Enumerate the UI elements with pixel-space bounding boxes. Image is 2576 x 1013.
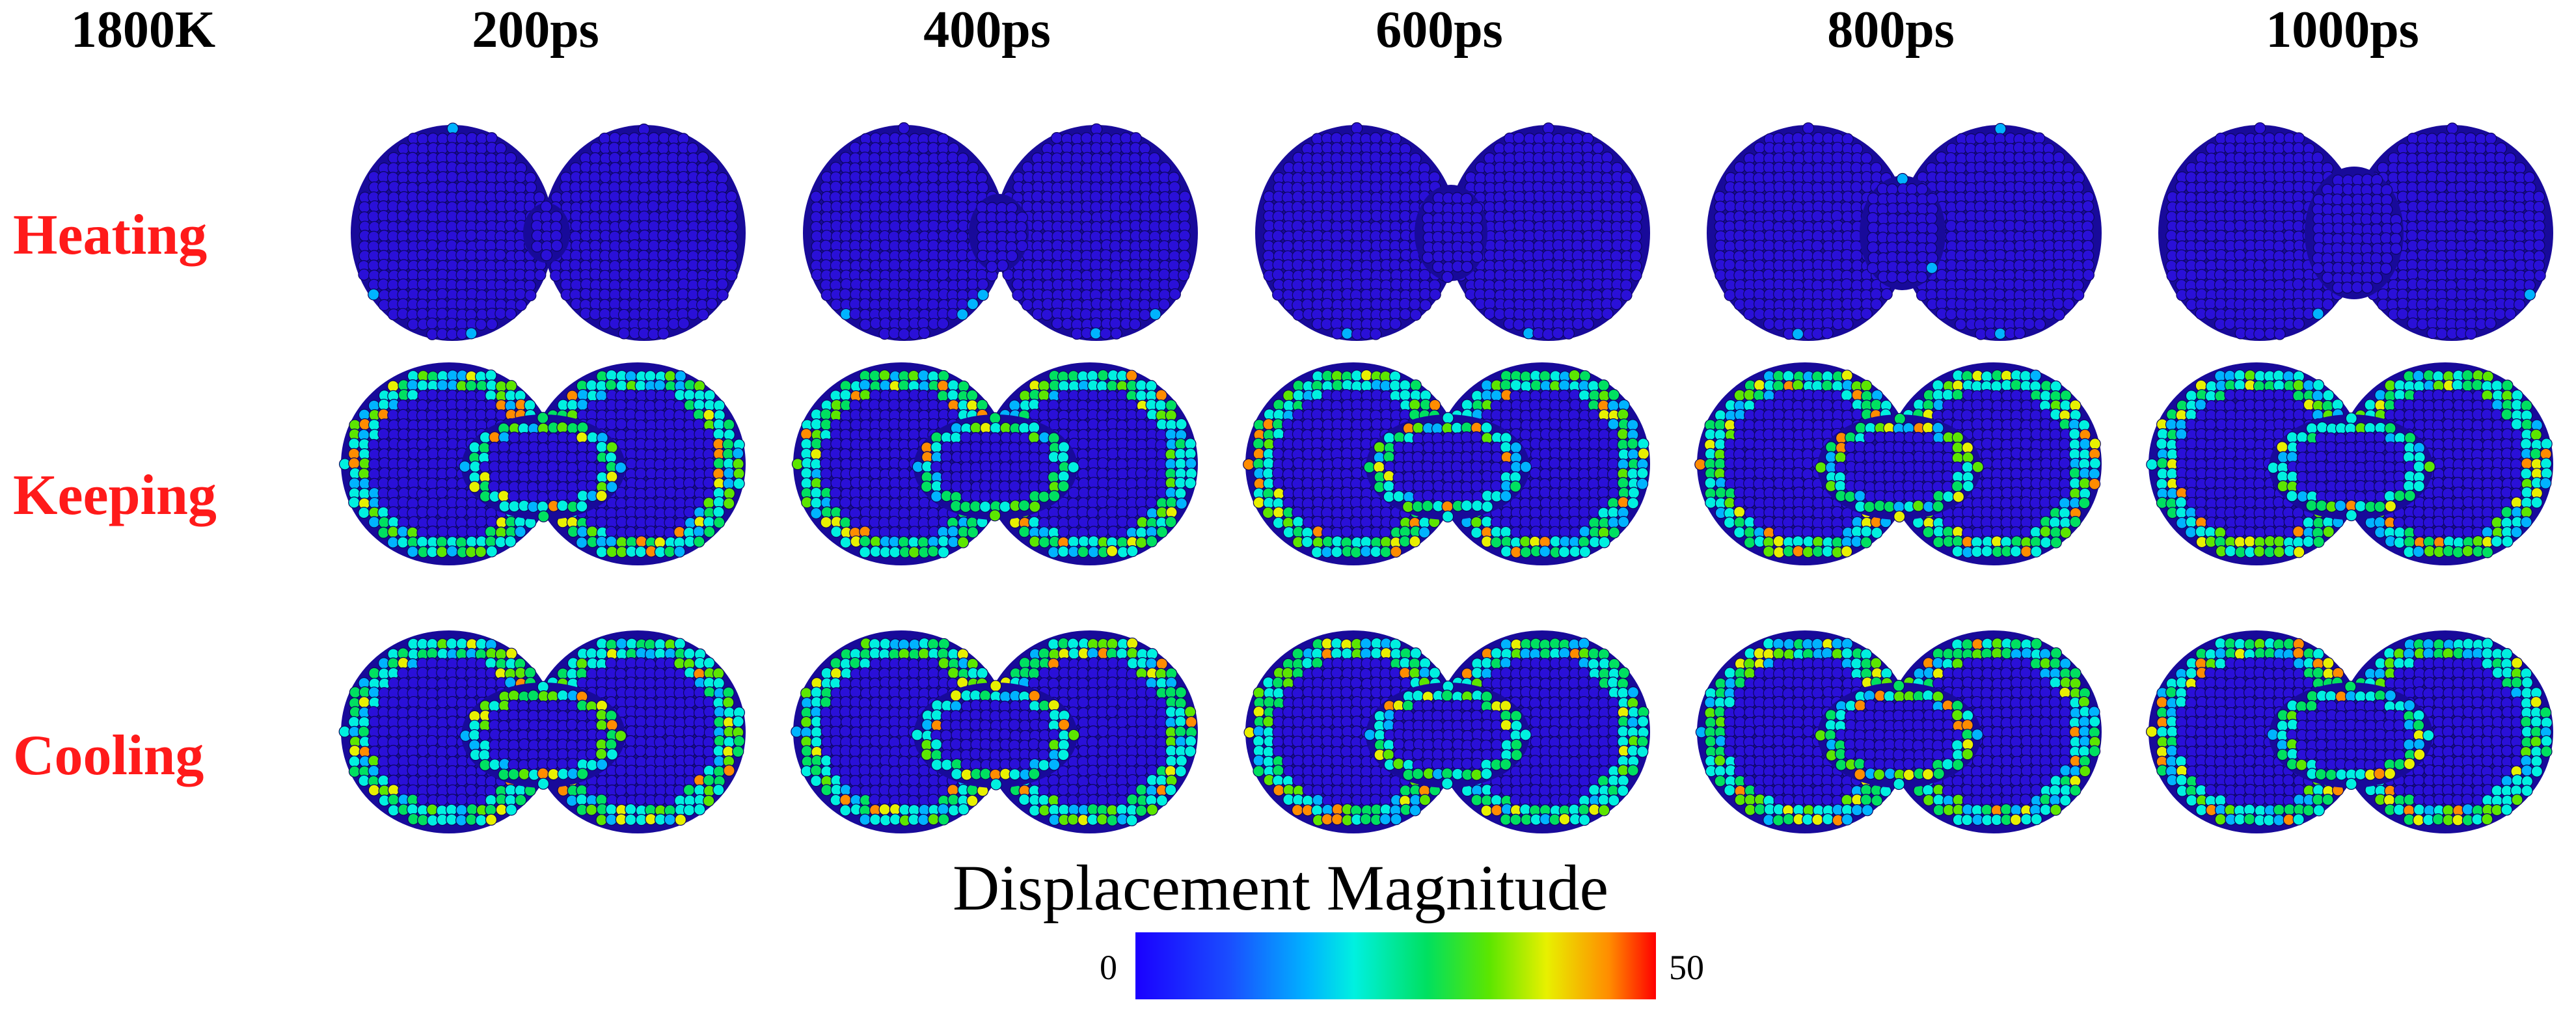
nanoparticle-pair-image (791, 630, 1198, 833)
colorbar-max-label: 50 (1669, 948, 1704, 987)
snapshot-heating-200ps (332, 109, 761, 357)
snapshot-cooling-800ps (1688, 608, 2117, 856)
time-header-200ps: 200ps (472, 1, 599, 59)
time-header-400ps: 400ps (923, 1, 1051, 59)
row-label-keeping: Keeping (13, 464, 217, 527)
nanoparticle-pair-image (1707, 122, 2102, 341)
row-label-heating: Heating (13, 204, 208, 267)
snapshot-heating-800ps (1688, 109, 2117, 357)
snapshot-keeping-800ps (1688, 347, 2117, 594)
nanoparticle-pair-image (1243, 630, 1650, 833)
nanoparticle-pair-image (1695, 630, 2102, 833)
colorbar (1135, 932, 1656, 999)
nanoparticle-pair-image (1243, 362, 1650, 565)
snapshot-keeping-1000ps (2139, 347, 2569, 594)
snapshot-heating-600ps (1236, 109, 1666, 357)
time-header-800ps: 800ps (1827, 1, 1955, 59)
nanoparticle-pair-image (791, 362, 1198, 565)
temperature-label: 1800K (70, 1, 216, 59)
nanoparticle-pair-image (2145, 630, 2553, 833)
snapshot-heating-400ps (784, 109, 1213, 357)
nanoparticle-pair-image (803, 122, 1198, 341)
colorbar-min-label: 0 (1100, 948, 1117, 987)
snapshot-cooling-400ps (784, 608, 1213, 856)
nanoparticle-pair-image (1694, 362, 2102, 565)
snapshot-cooling-200ps (332, 608, 761, 856)
snapshot-keeping-200ps (332, 347, 761, 594)
nanoparticle-pair-image (338, 362, 746, 565)
snapshot-heating-1000ps (2139, 109, 2569, 357)
snapshot-keeping-400ps (784, 347, 1213, 594)
snapshot-cooling-600ps (1236, 608, 1666, 856)
time-header-1000ps: 1000ps (2266, 1, 2419, 59)
nanoparticle-pair-image (351, 122, 746, 341)
nanoparticle-pair-image (1255, 122, 1650, 341)
snapshot-keeping-600ps (1236, 347, 1666, 594)
nanoparticle-pair-image (2146, 362, 2553, 565)
nanoparticle-pair-image (2158, 122, 2553, 341)
time-header-600ps: 600ps (1376, 1, 1503, 59)
row-label-cooling: Cooling (13, 724, 204, 787)
nanoparticle-pair-image (338, 630, 746, 833)
colorbar-title: Displacement Magnitude (952, 852, 1609, 924)
snapshot-cooling-1000ps (2139, 608, 2569, 856)
